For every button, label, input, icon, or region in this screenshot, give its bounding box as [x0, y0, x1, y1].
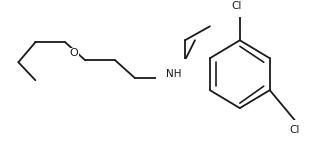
- Text: NH: NH: [166, 69, 182, 79]
- Text: O: O: [70, 48, 78, 58]
- Text: Cl: Cl: [290, 125, 300, 135]
- Text: Cl: Cl: [232, 1, 242, 11]
